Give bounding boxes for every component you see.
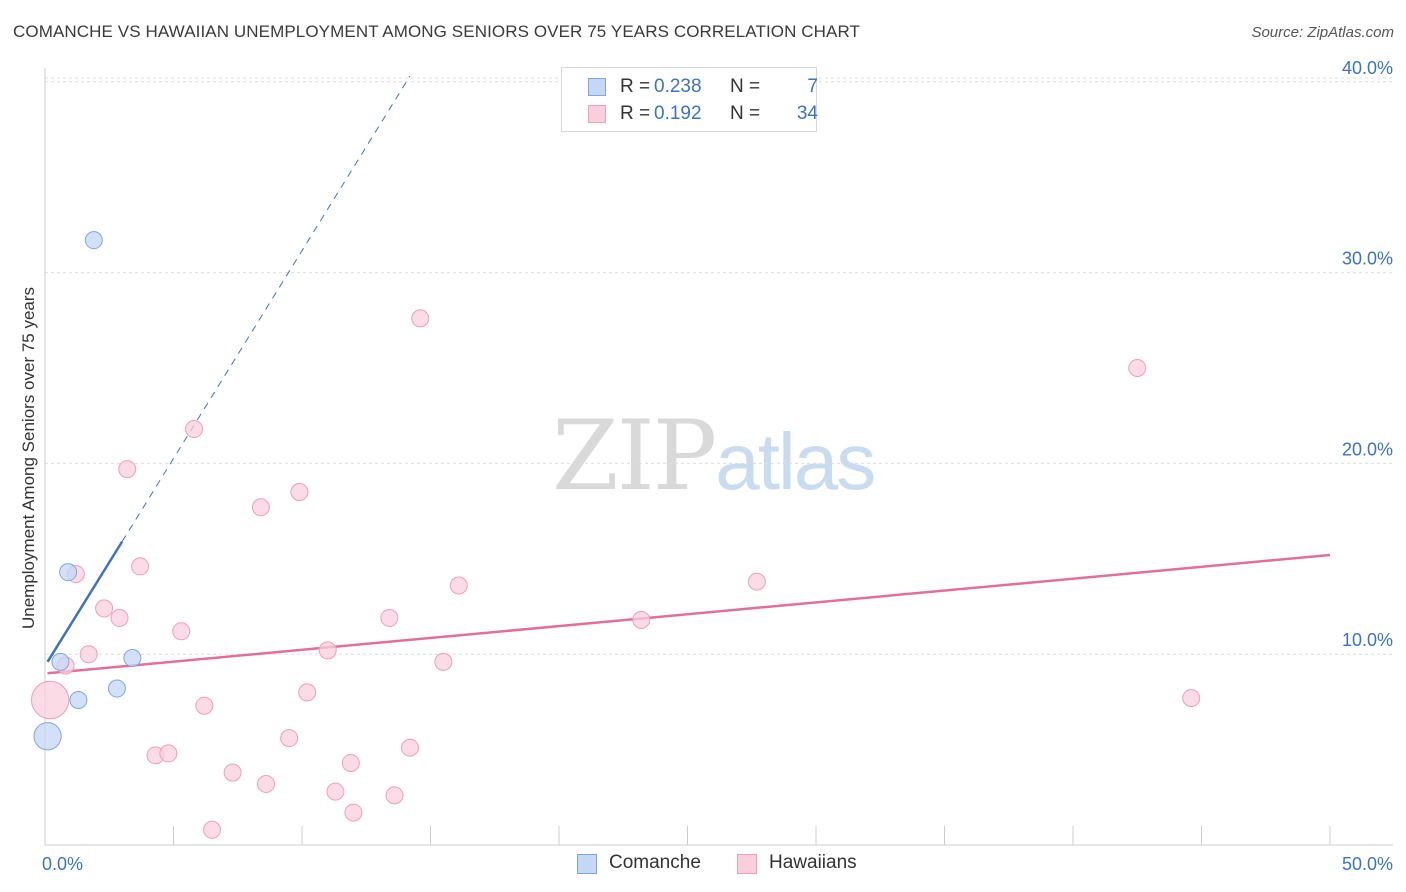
- hawaiians-point: [747, 572, 766, 591]
- hawaiians-point: [118, 460, 137, 479]
- hawaiians-point: [326, 782, 345, 801]
- hawaiians-point: [298, 683, 317, 702]
- legend-n-label: N =: [730, 76, 761, 97]
- source-label: Source: ZipAtlas.com: [1251, 24, 1394, 41]
- watermark-atlas: atlas: [715, 417, 876, 506]
- comanche-point: [84, 231, 103, 250]
- trend-lines: [46, 75, 1331, 675]
- comanche-point: [107, 679, 126, 698]
- legend-r-label: R =: [620, 76, 651, 97]
- legend-n-label: N =: [730, 103, 761, 124]
- legend-n-value: 7: [807, 76, 818, 97]
- watermark: ZIPatlas: [552, 400, 876, 512]
- hawaiians-point: [344, 803, 363, 822]
- hawaiians-point: [400, 738, 419, 757]
- hawaiians-swatch: [737, 854, 757, 874]
- x-tick-label: 50.0%: [1342, 854, 1393, 874]
- comanche-point: [51, 652, 70, 671]
- hawaiians-point: [1128, 359, 1147, 377]
- hawaiians-point: [110, 608, 129, 627]
- y-tick-label: 40.0%: [1342, 58, 1393, 78]
- hawaiians-point: [290, 483, 309, 502]
- data-points: [30, 231, 1201, 839]
- hawaiians-point: [159, 744, 178, 763]
- hawaiians-point: [195, 696, 214, 715]
- hawaiians-point: [632, 610, 651, 629]
- watermark-zip: ZIP: [552, 400, 717, 512]
- hawaiians-point: [172, 622, 191, 641]
- comanche-swatch: [577, 854, 597, 874]
- comanche-point: [123, 649, 142, 668]
- hawaiians-point: [434, 652, 453, 671]
- hawaiians-legend-label: Hawaiians: [769, 852, 857, 873]
- tick-labels: 10.0% 20.0% 30.0% 40.0% 0.0% 50.0%: [42, 58, 1393, 874]
- x-tick-label: 0.0%: [42, 854, 83, 874]
- comanche-point: [69, 690, 88, 709]
- hawaiians-point: [280, 729, 299, 748]
- hawaiians-point: [411, 309, 430, 328]
- hawaiians-point: [223, 763, 242, 782]
- comanche-point: [33, 722, 62, 751]
- hawaiians-point: [251, 498, 270, 517]
- legend-r-value: 0.238: [654, 76, 702, 97]
- legend-r-value: 0.192: [654, 103, 702, 124]
- hawaiians-point: [203, 820, 222, 839]
- y-tick-label: 30.0%: [1342, 249, 1393, 269]
- hawaiians-point: [1182, 689, 1201, 708]
- comanche-swatch: [588, 78, 606, 96]
- hawaiians-swatch: [588, 105, 606, 123]
- hawaiians-point: [318, 641, 337, 660]
- y-tick-label: 20.0%: [1342, 439, 1393, 459]
- y-tick-label: 10.0%: [1342, 630, 1393, 650]
- axes: [44, 68, 1393, 846]
- legend-n-value: 34: [796, 103, 818, 124]
- chart-title: COMANCHE VS HAWAIIAN UNEMPLOYMENT AMONG …: [13, 22, 861, 41]
- comanche-trend-line: [46, 540, 124, 663]
- hawaiians-point: [185, 420, 204, 439]
- comanche-trend-extension: [121, 75, 411, 542]
- hawaiians-point: [341, 753, 360, 772]
- comanche-legend-label: Comanche: [609, 852, 701, 873]
- hawaiians-point: [30, 680, 70, 720]
- comanche-point: [59, 563, 78, 582]
- hawaiians-point: [380, 608, 399, 627]
- hawaiians-point: [257, 774, 276, 793]
- hawaiians-trend-line: [47, 553, 1331, 675]
- y-axis-label: Unemployment Among Seniors over 75 years: [19, 286, 38, 630]
- hawaiians-point: [131, 557, 150, 576]
- legend-r-label: R =: [620, 103, 651, 124]
- correlation-legend: R = 0.238 N = 7 R = 0.192 N = 34: [561, 67, 818, 132]
- hawaiians-point: [95, 599, 114, 618]
- hawaiians-point: [385, 786, 404, 805]
- hawaiians-point: [449, 576, 468, 595]
- hawaiians-point: [79, 645, 98, 664]
